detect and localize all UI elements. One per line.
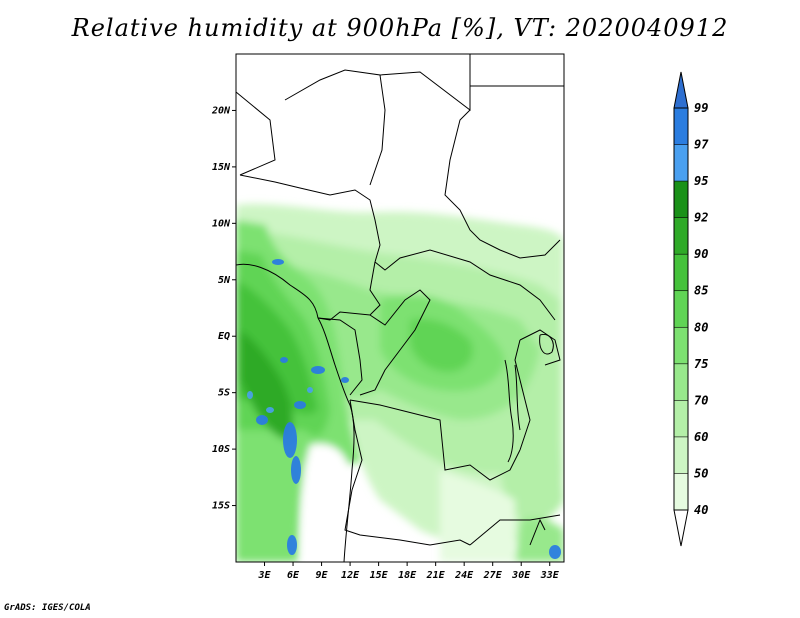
colorbar-segment <box>674 400 688 437</box>
colorbar-label: 97 <box>694 138 709 152</box>
colorbar-segment <box>674 217 688 255</box>
lat-tick-label: 10S <box>212 444 230 455</box>
colorbar-segment <box>674 254 688 291</box>
colorbar-segment <box>674 181 688 218</box>
colorbar-label: 50 <box>694 466 708 480</box>
lat-tick-label: 15N <box>212 162 231 173</box>
colorbar: 40 50 60 70 75 80 85 90 92 95 97 99 <box>673 71 709 547</box>
longitude-axis: 3E 6E 9E 12E 15E 18E 21E 24E 27E 30E 33E <box>257 562 560 581</box>
colorbar-label: 99 <box>694 101 708 115</box>
map-frame <box>235 53 565 563</box>
colorbar-segment <box>674 108 688 145</box>
lon-tick-label: 3E <box>257 570 271 581</box>
grads-credit: GrADS: IGES/COLA <box>4 603 91 613</box>
colorbar-label: 40 <box>694 503 708 517</box>
lat-tick-label: 15S <box>212 501 230 512</box>
colorbar-segment <box>674 327 688 364</box>
colorbar-label: 95 <box>694 174 708 188</box>
colorbar-label: 92 <box>694 211 708 225</box>
colorbar-label: 85 <box>694 284 708 298</box>
colorbar-over-arrow <box>673 71 689 109</box>
lat-tick-label: 10N <box>212 218 231 229</box>
map-title: Relative humidity at 900hPa [%], VT: 202… <box>71 14 729 42</box>
country-borders <box>236 54 564 546</box>
colorbar-segment <box>674 363 688 401</box>
lon-tick-label: 9E <box>316 570 329 581</box>
colorbar-segment <box>674 436 688 474</box>
lat-tick-label: 20N <box>211 105 231 116</box>
lat-tick-label: EQ <box>218 331 230 342</box>
latitude-axis: 20N 15N 10N 5N EQ 5S 10S 15S <box>211 105 236 512</box>
lon-tick-label: 18E <box>398 570 417 581</box>
lon-tick-label: 30E <box>511 570 531 581</box>
lat-tick-label: 5S <box>218 388 230 399</box>
colorbar-label: 70 <box>694 393 708 407</box>
lon-tick-label: 33E <box>540 570 560 581</box>
lon-tick-label: 27E <box>483 570 503 581</box>
lon-tick-label: 12E <box>341 570 360 581</box>
lon-tick-label: 6E <box>287 570 300 581</box>
colorbar-under-arrow <box>673 509 689 547</box>
colorbar-segment <box>674 144 688 182</box>
colorbar-label: 90 <box>694 247 708 261</box>
lon-tick-label: 24E <box>454 570 474 581</box>
colorbar-segment <box>674 473 688 510</box>
colorbar-label: 75 <box>694 357 708 371</box>
lat-tick-label: 5N <box>218 275 231 286</box>
lon-tick-label: 21E <box>426 570 446 581</box>
colorbar-segment <box>674 290 688 328</box>
colorbar-label: 60 <box>694 430 708 444</box>
lon-tick-label: 15E <box>370 570 389 581</box>
humidity-field <box>236 54 564 562</box>
colorbar-label: 80 <box>694 320 708 334</box>
